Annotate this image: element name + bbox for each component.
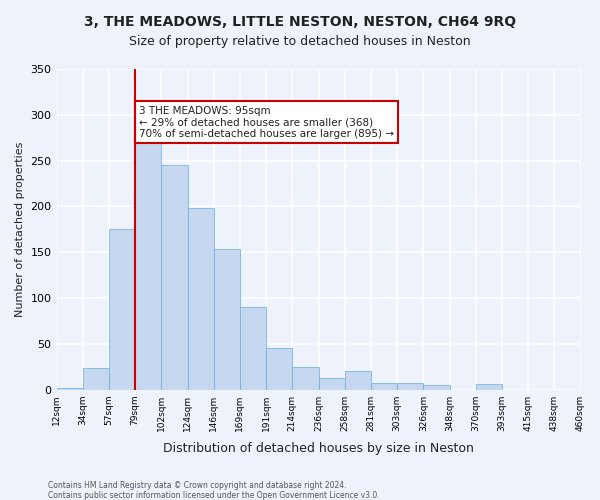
Bar	[240, 307, 266, 390]
Text: Size of property relative to detached houses in Neston: Size of property relative to detached ho…	[129, 35, 471, 48]
Bar	[83, 368, 109, 390]
Bar	[345, 372, 371, 390]
Bar	[161, 165, 188, 390]
Bar	[266, 348, 292, 390]
Bar	[319, 378, 345, 390]
Bar	[476, 384, 502, 390]
Text: Contains HM Land Registry data © Crown copyright and database right 2024.: Contains HM Land Registry data © Crown c…	[48, 481, 347, 490]
Bar	[371, 383, 397, 390]
Text: Contains public sector information licensed under the Open Government Licence v3: Contains public sector information licen…	[48, 491, 380, 500]
Bar	[135, 142, 161, 390]
Text: 3, THE MEADOWS, LITTLE NESTON, NESTON, CH64 9RQ: 3, THE MEADOWS, LITTLE NESTON, NESTON, C…	[84, 15, 516, 29]
Bar	[397, 383, 424, 390]
Bar	[56, 388, 83, 390]
Bar	[214, 248, 240, 390]
X-axis label: Distribution of detached houses by size in Neston: Distribution of detached houses by size …	[163, 442, 474, 455]
Bar	[188, 208, 214, 390]
Text: 3 THE MEADOWS: 95sqm
← 29% of detached houses are smaller (368)
70% of semi-deta: 3 THE MEADOWS: 95sqm ← 29% of detached h…	[139, 106, 394, 139]
Bar	[424, 385, 449, 390]
Bar	[292, 366, 319, 390]
Y-axis label: Number of detached properties: Number of detached properties	[15, 142, 25, 317]
Bar	[109, 230, 135, 390]
